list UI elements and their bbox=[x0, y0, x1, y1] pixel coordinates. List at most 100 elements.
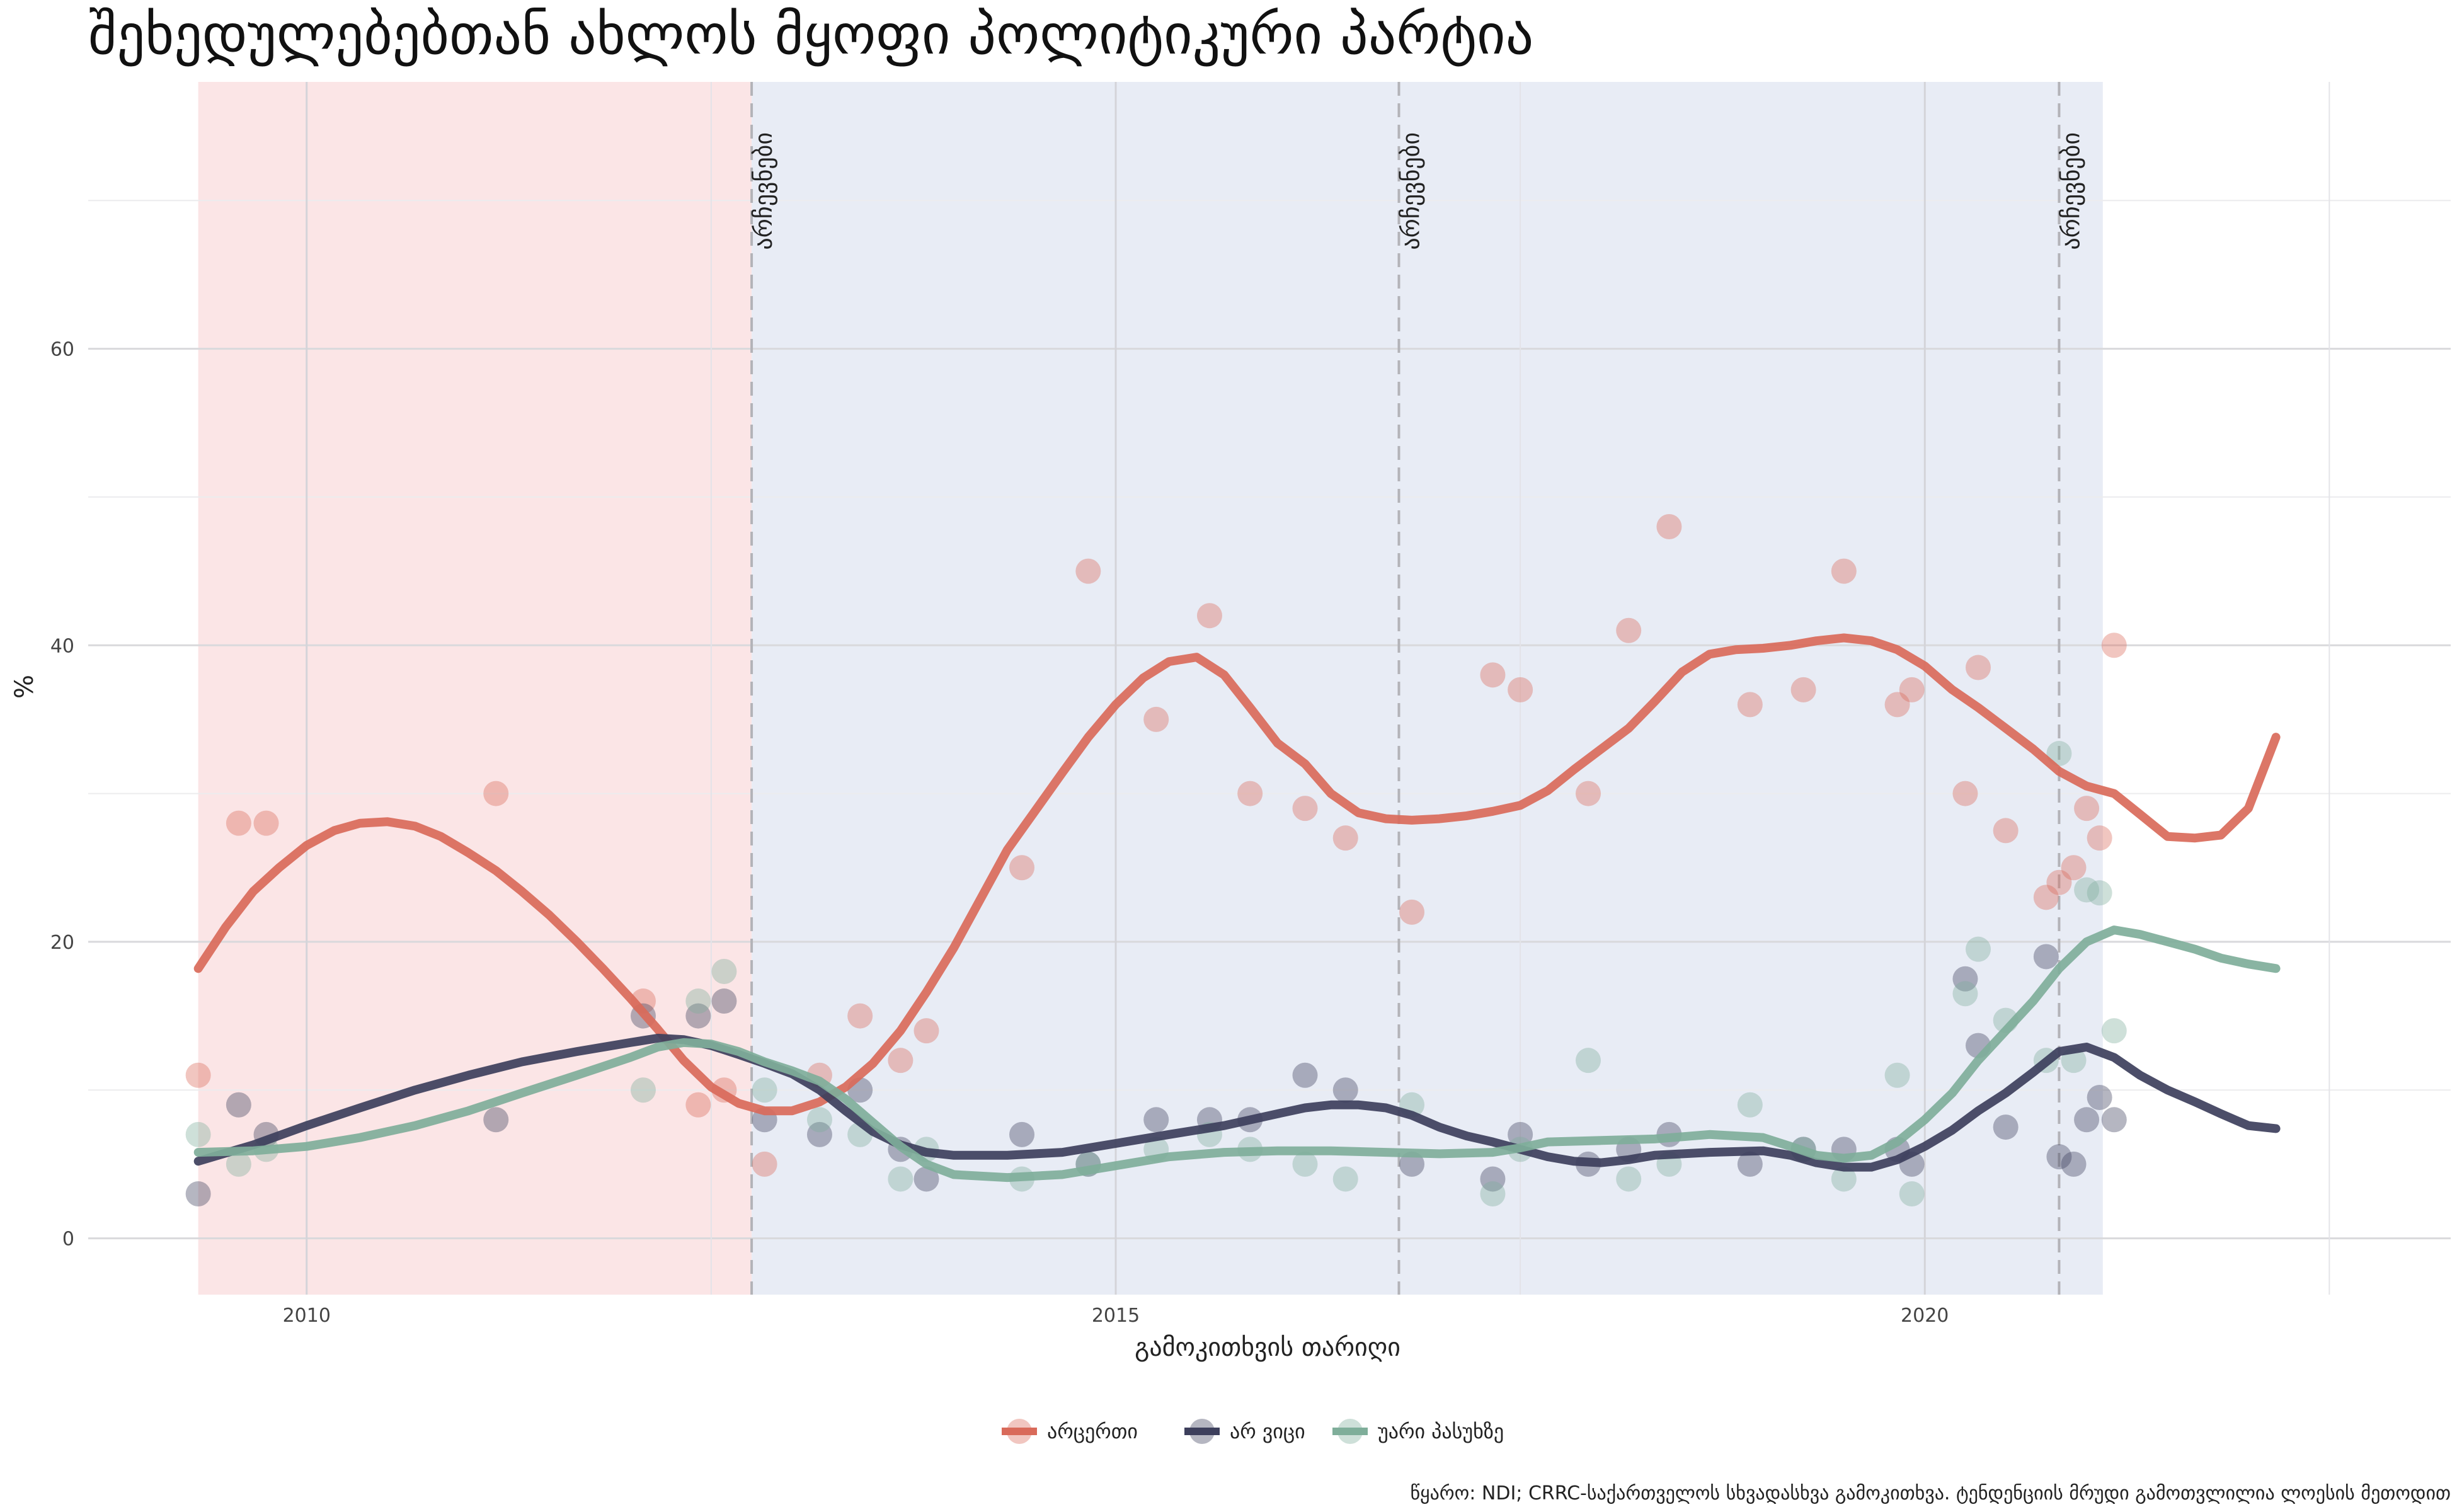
chart-title: შეხედულებებთან ახლოს მყოფი პოლიტიკური პა… bbox=[88, 2, 1533, 67]
y-axis-ticks: 0 20 40 60 bbox=[50, 339, 74, 1251]
point-2-0 bbox=[185, 1121, 211, 1147]
point-0-5 bbox=[685, 1092, 711, 1118]
point-0-9 bbox=[847, 1003, 873, 1029]
point-0-34 bbox=[2046, 869, 2072, 895]
legend: არცერთი არ ვიცი უარი პასუხზე bbox=[1002, 1419, 1504, 1444]
point-0-28 bbox=[1884, 692, 1910, 718]
point-1-32 bbox=[1993, 1114, 2019, 1140]
point-2-16 bbox=[1292, 1151, 1318, 1177]
point-2-1 bbox=[226, 1151, 251, 1177]
point-0-21 bbox=[1508, 677, 1533, 702]
point-0-16 bbox=[1237, 781, 1263, 806]
point-0-19 bbox=[1399, 899, 1425, 925]
point-1-33 bbox=[2033, 944, 2059, 970]
y-tick-label: 20 bbox=[50, 932, 74, 954]
point-0-14 bbox=[1143, 706, 1169, 732]
election-lines: არჩევნები არჩევნები არჩევნები bbox=[750, 82, 2085, 1295]
y-axis-title: % bbox=[10, 675, 39, 699]
point-0-3 bbox=[483, 781, 509, 806]
point-0-27 bbox=[1831, 558, 1857, 584]
x-axis-title: გამოკითხვის თარიღი bbox=[1135, 1333, 1400, 1362]
point-1-20 bbox=[1480, 1166, 1506, 1192]
point-2-17 bbox=[1332, 1166, 1358, 1192]
caption: წყარო: NDI; CRRC-საქართველოს სხვადასხვა … bbox=[1411, 1482, 2451, 1504]
point-0-0 bbox=[185, 1062, 211, 1088]
point-1-36 bbox=[2074, 1107, 2100, 1133]
point-0-25 bbox=[1737, 692, 1763, 718]
point-0-11 bbox=[914, 1018, 939, 1044]
x-axis-ticks: 2010 2015 2020 bbox=[283, 1305, 1949, 1327]
x-tick-label: 2020 bbox=[1901, 1305, 1949, 1327]
point-0-36 bbox=[2074, 796, 2100, 822]
point-2-7 bbox=[806, 1107, 832, 1133]
point-1-3 bbox=[483, 1107, 509, 1133]
y-tick-label: 60 bbox=[50, 339, 74, 361]
point-0-13 bbox=[1075, 558, 1101, 584]
legend-label-2: უარი პასუხზე bbox=[1378, 1419, 1504, 1443]
point-2-33 bbox=[2046, 741, 2072, 767]
point-2-37 bbox=[2101, 1018, 2127, 1044]
point-2-26 bbox=[1831, 1166, 1857, 1192]
point-2-30 bbox=[1966, 936, 1991, 962]
x-tick-label: 2010 bbox=[283, 1305, 331, 1327]
point-2-27 bbox=[1884, 1062, 1910, 1088]
point-1-18 bbox=[1332, 1077, 1358, 1103]
point-2-19 bbox=[1480, 1181, 1506, 1206]
point-0-7 bbox=[752, 1151, 777, 1177]
legend-label-0: არცერთი bbox=[1047, 1419, 1138, 1443]
point-1-25 bbox=[1737, 1151, 1763, 1177]
point-0-32 bbox=[1993, 818, 2019, 844]
point-2-6 bbox=[752, 1077, 777, 1103]
point-1-11 bbox=[914, 1166, 939, 1192]
point-1-37 bbox=[2087, 1085, 2112, 1111]
point-0-38 bbox=[2101, 633, 2127, 658]
point-1-8 bbox=[806, 1121, 832, 1147]
point-0-15 bbox=[1196, 603, 1222, 629]
x-tick-label: 2015 bbox=[1092, 1305, 1140, 1327]
point-2-21 bbox=[1575, 1048, 1601, 1074]
point-2-24 bbox=[1737, 1092, 1763, 1118]
grid bbox=[88, 82, 2451, 1295]
point-0-10 bbox=[888, 1048, 914, 1074]
point-0-24 bbox=[1656, 513, 1682, 539]
point-2-3 bbox=[630, 1077, 656, 1103]
point-0-20 bbox=[1480, 662, 1506, 688]
point-0-1 bbox=[226, 810, 251, 836]
point-1-30 bbox=[1952, 966, 1978, 992]
point-2-5 bbox=[711, 958, 737, 984]
election-label-1: არჩევნები bbox=[1397, 132, 1424, 250]
election-label-2: არჩევნები bbox=[2057, 132, 2085, 250]
shaded-period-0 bbox=[198, 82, 752, 1295]
point-2-29 bbox=[1952, 981, 1978, 1007]
point-0-17 bbox=[1292, 796, 1318, 822]
point-1-12 bbox=[1009, 1121, 1035, 1147]
point-2-4 bbox=[685, 988, 711, 1014]
point-2-9 bbox=[888, 1166, 914, 1192]
point-1-35 bbox=[2061, 1151, 2087, 1177]
point-0-12 bbox=[1009, 855, 1035, 881]
legend-label-1: არ ვიცი bbox=[1230, 1419, 1305, 1443]
point-0-18 bbox=[1332, 825, 1358, 851]
point-1-19 bbox=[1399, 1151, 1425, 1177]
y-tick-label: 40 bbox=[50, 635, 74, 657]
point-0-2 bbox=[253, 810, 279, 836]
y-tick-label: 0 bbox=[62, 1228, 74, 1251]
point-2-36 bbox=[2087, 880, 2112, 906]
trend-line-2 bbox=[193, 925, 2281, 1183]
shaded-period-1 bbox=[752, 82, 2103, 1295]
point-1-1 bbox=[226, 1092, 251, 1118]
trend-lines bbox=[193, 633, 2281, 1183]
point-0-29 bbox=[1899, 677, 1925, 702]
point-0-35 bbox=[2061, 855, 2087, 881]
point-2-35 bbox=[2074, 877, 2100, 903]
point-0-33 bbox=[2033, 885, 2059, 910]
election-label-0: არჩევნები bbox=[750, 132, 777, 250]
point-1-14 bbox=[1143, 1107, 1169, 1133]
point-1-0 bbox=[185, 1181, 211, 1206]
point-1-6 bbox=[711, 988, 737, 1014]
point-0-26 bbox=[1790, 677, 1816, 702]
point-1-38 bbox=[2101, 1107, 2127, 1133]
point-0-31 bbox=[1966, 655, 1991, 680]
point-1-17 bbox=[1292, 1062, 1318, 1088]
